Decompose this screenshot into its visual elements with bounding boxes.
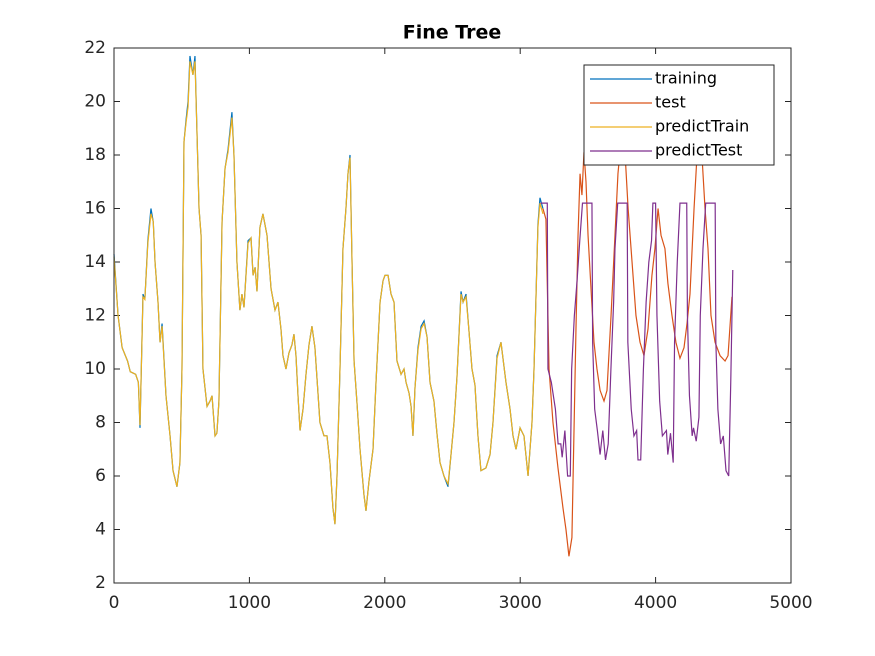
y-tick-label: 12 bbox=[84, 306, 106, 326]
axes-box bbox=[113, 47, 792, 584]
legend-label: test bbox=[655, 93, 686, 112]
legend-label: predictTest bbox=[655, 141, 742, 160]
y-tick-label: 20 bbox=[84, 92, 106, 112]
y-tick-label: 8 bbox=[95, 413, 106, 433]
series-line bbox=[540, 202, 734, 477]
legend-label: training bbox=[655, 69, 717, 88]
y-tick-label: 16 bbox=[84, 199, 106, 219]
x-tick-label: 3000 bbox=[499, 593, 542, 613]
legend: training test predictTrain predictTest bbox=[583, 64, 775, 166]
y-tick-label: 6 bbox=[95, 466, 106, 486]
legend-label: predictTrain bbox=[655, 117, 749, 136]
series-line bbox=[113, 61, 544, 525]
legend-box bbox=[583, 64, 775, 166]
x-tick-label: 2000 bbox=[363, 593, 406, 613]
y-tick-label: 22 bbox=[84, 38, 106, 58]
x-tick-label: 1000 bbox=[228, 593, 271, 613]
y-tick-label: 18 bbox=[84, 145, 106, 165]
y-tick-label: 4 bbox=[95, 520, 106, 540]
y-tick-label: 14 bbox=[84, 252, 106, 272]
x-tick-label: 5000 bbox=[769, 593, 812, 613]
chart-title: Fine Tree bbox=[403, 22, 502, 44]
y-tick-label: 2 bbox=[95, 573, 106, 593]
x-tick-label: 4000 bbox=[634, 593, 677, 613]
y-tick-label: 10 bbox=[84, 359, 106, 379]
x-tick-label: 0 bbox=[109, 593, 120, 613]
